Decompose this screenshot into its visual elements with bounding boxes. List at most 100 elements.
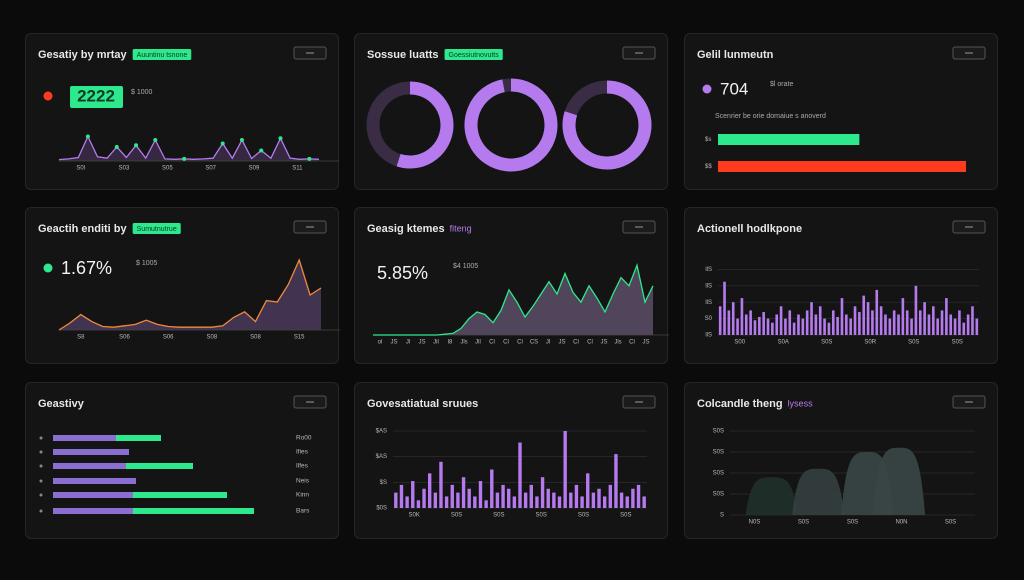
bar: [608, 484, 613, 508]
y-tick-label: S0: [705, 316, 713, 322]
bar: [927, 314, 931, 335]
bar: [501, 484, 505, 508]
bar: [718, 134, 860, 145]
row-dot: [39, 436, 43, 440]
x-tick-label: S08: [250, 335, 261, 341]
bar: [918, 310, 922, 335]
x-tick-label: S0S: [945, 520, 956, 526]
bar: [749, 310, 752, 335]
bar: [936, 318, 939, 335]
bar: [949, 314, 953, 335]
bar: [614, 454, 618, 508]
bar-segment: [53, 435, 116, 441]
x-tick-label: S0S: [821, 340, 832, 346]
y-tick-label: $S: [380, 480, 387, 486]
panel: Actionell hodlkpone llS llS llS S0 llS S00 S0A S…: [684, 207, 998, 364]
panel-title: Gelil lunmeutn: [697, 49, 774, 61]
x-tick-label: S0S: [952, 340, 963, 346]
panel: Geactih enditi by Sumutnutrue 1.67% $ 1005 S…: [25, 207, 340, 364]
x-tick-label: S06: [163, 335, 174, 341]
bar: [875, 289, 879, 335]
bar: [473, 496, 477, 508]
bar: [945, 298, 948, 335]
bar: [801, 318, 805, 335]
bar: [450, 484, 454, 508]
tag: fiteng: [450, 223, 472, 233]
x-tick-label: S06: [119, 335, 130, 341]
y-tick-label: S0S: [713, 492, 724, 498]
x-tick-label: S05: [162, 166, 173, 172]
bar: [552, 492, 556, 508]
bar: [557, 496, 562, 508]
bar-segment: [53, 492, 133, 498]
bar: [540, 477, 545, 508]
panel-canvas: Govesatiatual sruues $AS $AS $S $0S S0K S0S S0S…: [367, 395, 656, 519]
row-dot: [39, 509, 43, 513]
row-label: Ifies: [296, 449, 309, 456]
bar: [727, 310, 731, 335]
bar: [619, 492, 624, 508]
panel-canvas: Actionell hodlkpone llS llS llS S0 llS S00 S0A S…: [697, 220, 986, 346]
panel-canvas: Gelil lunmeutn 704 $l orate Scenrier be ori…: [697, 46, 986, 172]
kpi-value: 2222: [77, 86, 115, 105]
bar: [718, 306, 722, 335]
bar-segment: [133, 492, 227, 498]
x-tick-label: Jls: [614, 340, 621, 346]
panel: Sossue luatts Goessiutnovutts: [354, 33, 668, 190]
y-tick-label: S0S: [713, 471, 724, 477]
x-tick-label: S0l: [76, 166, 85, 172]
bar: [971, 306, 974, 335]
bar: [636, 484, 641, 508]
x-tick-label: Jls: [460, 340, 467, 346]
bar: [490, 469, 494, 508]
x-tick-label: N0S: [749, 520, 761, 526]
bar: [914, 285, 918, 335]
bar: [862, 295, 866, 335]
bar: [858, 312, 861, 335]
bar-label: $$: [705, 164, 712, 170]
bar: [484, 500, 488, 508]
panel-canvas: Colcandle theng lysess S0S S0S S0S S0S S N0S S0S…: [697, 395, 986, 526]
bar: [784, 318, 787, 335]
panel-title: Gesatiy by mrtay: [38, 49, 128, 61]
x-tick-label: S0S: [578, 513, 589, 519]
bar: [966, 314, 970, 335]
panel: Gelil lunmeutn 704 $l orate Scenrier be ori…: [684, 33, 998, 190]
row-dot: [39, 493, 43, 497]
bar: [766, 318, 770, 335]
y-tick-label: S: [720, 513, 724, 519]
row-dot: [39, 479, 43, 483]
x-tick-label: Cl: [629, 340, 635, 346]
bar: [580, 496, 584, 508]
bar: [597, 488, 601, 508]
y-tick-label: $AS: [376, 454, 387, 460]
x-tick-label: JS: [558, 340, 565, 346]
y-tick-label: $AS: [376, 429, 387, 435]
x-tick-label: S03: [119, 166, 130, 172]
panel: Geasig ktemes fiteng 5.85% $4 1005 ol JS Jl JS J…: [354, 207, 669, 364]
bar-segment: [53, 449, 129, 455]
bar: [758, 316, 761, 335]
kpi-value: 704: [720, 79, 748, 98]
x-tick-label: S8: [77, 335, 85, 341]
bar: [731, 302, 735, 335]
bar-segment: [116, 435, 161, 441]
tag: lysess: [788, 398, 814, 408]
panel-canvas: Geastivy Ro00 Ifies Ilfes Neis Kinn Bars: [38, 395, 327, 515]
bar: [849, 318, 852, 335]
badge: [444, 49, 503, 60]
area-fill: [59, 260, 321, 330]
bar: [444, 496, 449, 508]
panel-title: Actionell hodlkpone: [697, 223, 802, 235]
bar: [529, 484, 533, 508]
panel: Geastivy Ro00 Ifies Ilfes Neis Kinn Bars: [25, 382, 339, 539]
x-tick-label: Cl: [573, 340, 579, 346]
badge-text: Goessiutnovutts: [449, 52, 500, 59]
x-tick-label: S0S: [847, 520, 858, 526]
donut-arc: [562, 80, 652, 170]
x-tick-label: S0S: [451, 513, 462, 519]
bar: [779, 306, 783, 335]
bar: [433, 492, 438, 508]
bar: [631, 488, 635, 508]
kpi-value: 5.85%: [377, 263, 428, 283]
